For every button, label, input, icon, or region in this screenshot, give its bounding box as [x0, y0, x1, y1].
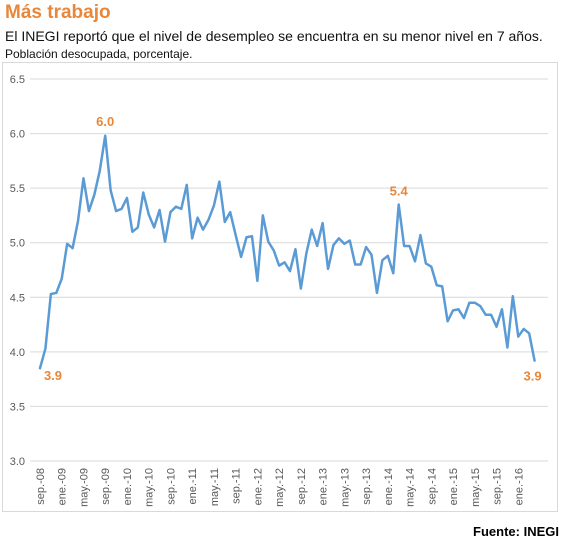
data-label: 3.9: [524, 369, 542, 384]
x-tick-label: may.-11: [209, 468, 221, 506]
x-tick-label: may.-14: [405, 468, 417, 507]
x-tick-label: may.-09: [78, 468, 90, 507]
page-subtitle: El INEGI reportó que el nivel de desempl…: [5, 28, 543, 44]
data-label: 3.9: [44, 368, 62, 383]
x-tick-label: may.-15: [470, 468, 482, 507]
x-tick-label: sep.-11: [231, 468, 243, 504]
y-tick-label: 5.0: [10, 238, 25, 250]
x-tick-label: ene.-13: [318, 468, 330, 505]
y-tick-label: 6.0: [10, 129, 25, 141]
x-tick-label: ene.-16: [513, 468, 525, 505]
data-annotations: 3.9 6.0 5.4 3.9: [44, 114, 542, 384]
x-tick-label: may.-12: [274, 468, 286, 507]
y-tick-label: 6.5: [10, 74, 25, 86]
data-label: 5.4: [390, 184, 409, 199]
chart-frame: [2, 62, 558, 512]
y-axis-ticks: 3.0 3.5 4.0 4.5 5.0 5.5 6.0 6.5: [10, 74, 25, 468]
x-tick-label: sep.-13: [361, 468, 373, 505]
x-tick-label: ene.-12: [252, 468, 264, 505]
x-tick-label: ene.-10: [122, 468, 134, 505]
x-tick-label: may.-13: [339, 468, 351, 507]
x-tick-label: sep.-15: [492, 468, 504, 505]
gridlines: [30, 78, 548, 462]
units-note: Población desocupada, porcentaje.: [5, 47, 193, 61]
series-line-path: [38, 134, 536, 370]
x-axis-ticks: sep.-08 ene.-09 may.-09 sep.-09 ene.-10 may.-…: [35, 468, 525, 507]
y-tick-label: 3.5: [10, 401, 25, 413]
y-tick-label: 4.0: [10, 347, 25, 359]
x-tick-label: may.-10: [144, 468, 156, 507]
series-line: [38, 134, 536, 370]
page-title: Más trabajo: [5, 2, 111, 23]
x-tick-label: sep.-10: [165, 468, 177, 505]
data-label: 6.0: [96, 114, 114, 129]
x-tick-label: ene.-15: [448, 468, 460, 505]
y-tick-label: 5.5: [10, 183, 25, 195]
x-tick-label: sep.-12: [296, 468, 308, 505]
y-tick-label: 4.5: [10, 292, 25, 304]
x-tick-label: sep.-14: [426, 468, 438, 505]
x-tick-label: ene.-11: [187, 468, 199, 505]
x-tick-label: ene.-09: [57, 468, 69, 505]
y-tick-label: 3.0: [10, 456, 25, 468]
x-tick-label: ene.-14: [383, 468, 395, 505]
x-tick-label: sep.-09: [100, 468, 112, 505]
x-tick-label: sep.-08: [35, 468, 47, 505]
source-credit: Fuente: INEGI: [473, 524, 559, 539]
